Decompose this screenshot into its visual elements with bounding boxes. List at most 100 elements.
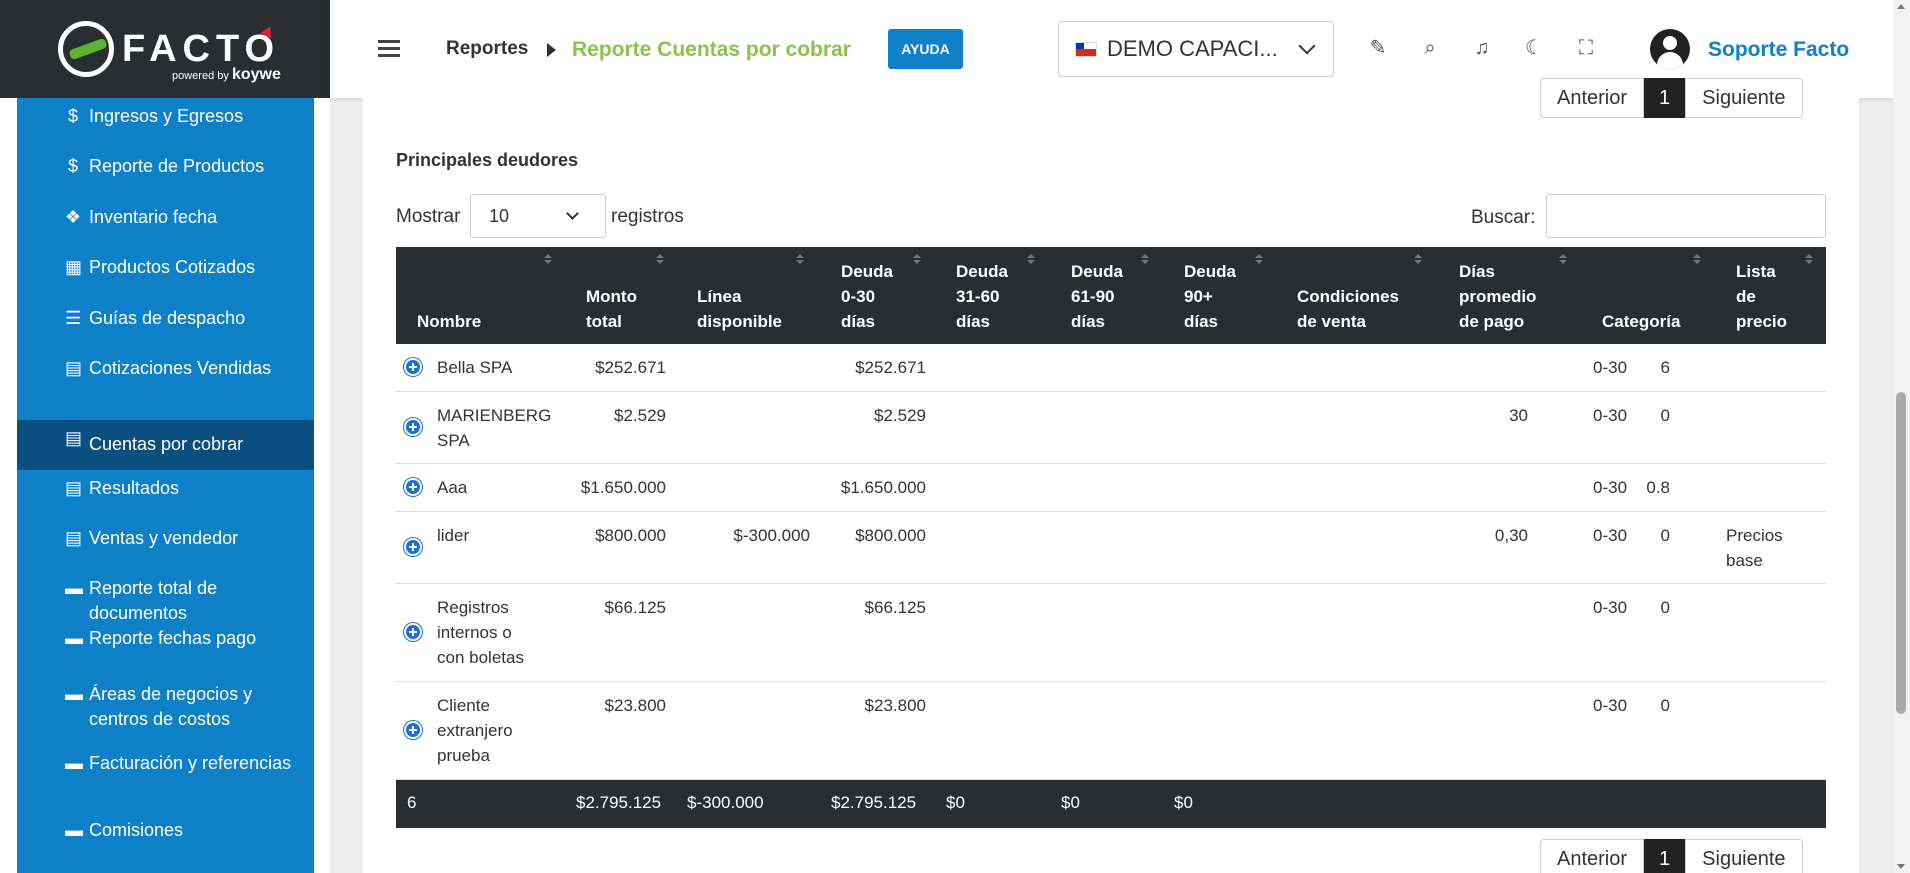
- sort-icon[interactable]: [656, 254, 664, 264]
- cell-dias-promedio: 0: [1660, 406, 1670, 425]
- column-header-lista[interactable]: Lista de precio: [1736, 262, 1788, 331]
- sort-icon[interactable]: [1693, 254, 1701, 264]
- sidebar-item-ventas-y-vendedor[interactable]: ▤ Ventas y vendedor: [17, 520, 314, 557]
- archive-icon: ▬: [65, 684, 83, 704]
- expand-row-icon[interactable]: [404, 623, 422, 641]
- column-header-dias[interactable]: Días promedio de pago: [1459, 262, 1537, 331]
- column-header-nombre[interactable]: Nombre: [417, 312, 482, 331]
- sidebar-item-áreas-de-negocios-y-centros-de-costos[interactable]: ▬ Áreas de negocios y centros de costos: [17, 676, 314, 738]
- page-number-button[interactable]: 1: [1644, 78, 1686, 118]
- company-select[interactable]: DEMO CAPACI...: [1058, 21, 1334, 77]
- fullscreen-icon[interactable]: ⛶: [1579, 37, 1593, 59]
- sort-icon[interactable]: [1027, 254, 1035, 264]
- scrollbar-thumb[interactable]: [1896, 392, 1906, 714]
- sidebar-item-label: Inventario fecha: [89, 207, 218, 227]
- scroll-down-icon[interactable]: [1897, 864, 1905, 869]
- edit-icon[interactable]: ✎: [1369, 37, 1387, 59]
- document-icon: ▤: [65, 478, 83, 498]
- breadcrumb-arrow-icon: [547, 43, 556, 57]
- table-footer: 6 $2.795.125 $-300.000 $2.795.125 $0 $0 $0: [396, 780, 1826, 828]
- column-header-d3160[interactable]: Deuda 31-60 días: [956, 262, 1008, 331]
- prev-page-button[interactable]: Anterior: [1540, 839, 1645, 873]
- search-input[interactable]: [1546, 194, 1826, 238]
- sidebar-item-cuentas-por-cobrar[interactable]: ▤ Cuentas por cobrar: [17, 420, 314, 470]
- sort-icon[interactable]: [1414, 254, 1422, 264]
- table-row: Registros internos o con boletas $66.125 $66…: [396, 584, 1826, 682]
- sidebar-item-inventario-fecha[interactable]: ❖ Inventario fecha: [17, 199, 314, 236]
- sidebar-item-label: Ventas y vendedor: [89, 528, 239, 548]
- sidebar-item-reporte-de-productos[interactable]: $ Reporte de Productos: [17, 148, 314, 185]
- cell-categoria: 0-30: [1593, 696, 1628, 715]
- sidebar-item-productos-cotizados[interactable]: ▦ Productos Cotizados: [17, 249, 314, 286]
- next-page-button[interactable]: Siguiente: [1685, 78, 1803, 118]
- expand-row-icon[interactable]: [404, 358, 422, 376]
- table-row: lider $800.000 $-300.000 $800.000 0,30 0 0-30 P…: [396, 512, 1826, 584]
- sort-icon[interactable]: [1805, 254, 1813, 264]
- sidebar-item-cotizaciones-vendidas[interactable]: ▤ Cotizaciones Vendidas: [17, 350, 314, 387]
- chile-flag-icon: [1075, 41, 1097, 57]
- column-header-cat[interactable]: Categoría: [1602, 312, 1681, 331]
- prev-page-button[interactable]: Anterior: [1540, 78, 1645, 118]
- cell-dias-promedio: 0: [1660, 526, 1670, 545]
- page-number-button[interactable]: 1: [1644, 839, 1686, 873]
- hamburger-menu-icon[interactable]: [378, 40, 400, 58]
- breadcrumb-reportes[interactable]: Reportes: [446, 38, 529, 59]
- column-header-cond[interactable]: Condiciones de venta: [1297, 287, 1400, 331]
- search-icon[interactable]: ⌕: [1424, 37, 1436, 59]
- sidebar-item-comisiones[interactable]: ▬ Comisiones: [17, 812, 314, 849]
- brand-name: FACTO: [122, 28, 281, 70]
- scrollbar[interactable]: [1893, 0, 1910, 873]
- cell-deuda-0-30: $23.800: [864, 696, 926, 715]
- sort-icon[interactable]: [1559, 254, 1567, 264]
- top-pagination: Anterior 1 Siguiente: [1540, 78, 1803, 118]
- section-title: Principales deudores: [396, 150, 579, 170]
- moon-icon[interactable]: ☾: [1525, 37, 1543, 59]
- user-name[interactable]: Soporte Facto: [1708, 38, 1850, 61]
- expand-row-icon[interactable]: [404, 538, 422, 556]
- sidebar-item-resultados[interactable]: ▤ Resultados: [17, 470, 314, 507]
- help-button[interactable]: AYUDA: [888, 29, 963, 69]
- show-label: Mostrar: [396, 206, 461, 227]
- expand-row-icon[interactable]: [404, 478, 422, 496]
- sort-icon[interactable]: [544, 254, 552, 264]
- sidebar-item-facturación-y-referencias[interactable]: ▬ Facturación y referencias: [17, 745, 314, 782]
- column-header-d90[interactable]: Deuda 90+ días: [1184, 262, 1236, 331]
- expand-row-icon[interactable]: [404, 418, 422, 436]
- sidebar-item-reporte-total-de-documentos[interactable]: ▬ Reporte total de documentos: [17, 570, 314, 632]
- next-page-button[interactable]: Siguiente: [1685, 839, 1803, 873]
- sidebar-item-label: Reporte fechas pago: [89, 628, 257, 648]
- column-header-d6190[interactable]: Deuda 61-90 días: [1071, 262, 1123, 331]
- sidebar-item-label: Guías de despacho: [89, 308, 246, 328]
- sidebar-item-label: Cotizaciones Vendidas: [89, 358, 272, 378]
- expand-row-icon[interactable]: [404, 721, 422, 739]
- records-label: registros: [611, 206, 684, 227]
- cell-monto: $1.650.000: [580, 478, 666, 497]
- sidebar-item-label: Facturación y referencias: [89, 753, 292, 773]
- brand-logo[interactable]: FACTO powered by koywe: [0, 0, 330, 98]
- column-header-linea[interactable]: Línea disponible: [697, 287, 782, 331]
- sort-icon[interactable]: [913, 254, 921, 264]
- scroll-up-icon[interactable]: [1897, 4, 1905, 9]
- sidebar-item-label: Ingresos y Egresos: [89, 106, 244, 126]
- sidebar-item-reporte-fechas-pago[interactable]: ▬ Reporte fechas pago: [17, 620, 314, 657]
- sidebar-item-label: Comisiones: [89, 820, 184, 840]
- cell-nombre: MARIENBERG SPA: [437, 406, 552, 450]
- chevron-down-icon: [566, 207, 579, 220]
- cell-categoria: 0-30: [1593, 406, 1628, 425]
- page-size-select[interactable]: 10: [470, 194, 606, 238]
- sort-icon[interactable]: [1255, 254, 1263, 264]
- column-header-d030[interactable]: Deuda 0-30 días: [841, 262, 893, 331]
- company-name: DEMO CAPACI...: [1107, 36, 1278, 61]
- column-header-monto[interactable]: Monto total: [586, 287, 637, 331]
- sort-icon[interactable]: [796, 254, 804, 264]
- table-row: MARIENBERG SPA $2.529 $2.529 30 0 0-30: [396, 392, 1826, 464]
- sort-icon[interactable]: [1141, 254, 1149, 264]
- sidebar-item-guías-de-despacho[interactable]: ☰ Guías de despacho: [17, 300, 314, 337]
- document-icon: ▤: [65, 528, 83, 548]
- bell-icon[interactable]: ♫: [1474, 37, 1490, 59]
- avatar[interactable]: [1650, 29, 1690, 69]
- cell-nombre: Aaa: [437, 478, 468, 497]
- archive-icon: ▬: [65, 820, 83, 840]
- cell-categoria: 0-30: [1593, 598, 1628, 617]
- sidebar-item-ingresos-y-egresos[interactable]: $ Ingresos y Egresos: [17, 98, 314, 135]
